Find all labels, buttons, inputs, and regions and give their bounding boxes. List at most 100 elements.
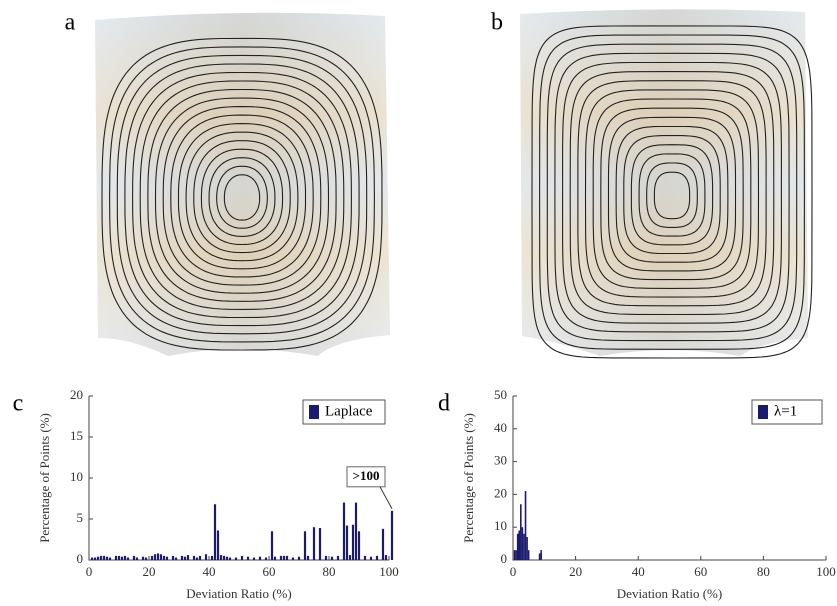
y-tick-label: 15 [70, 428, 83, 443]
contour [132, 71, 352, 319]
bar [228, 557, 232, 560]
bar [159, 554, 163, 560]
contour [600, 107, 744, 281]
x-tick-label: 40 [632, 564, 645, 579]
y-tick-label: 20 [494, 485, 507, 500]
bar [210, 555, 214, 560]
bar [186, 555, 190, 560]
panel-label: d [438, 391, 450, 417]
bar [180, 555, 184, 560]
contour [546, 43, 798, 342]
panel-label: c [13, 391, 24, 417]
contour [623, 135, 721, 255]
legend-label: λ=1 [774, 403, 797, 419]
contour [101, 37, 383, 351]
bar [524, 491, 527, 560]
y-tick-label: 10 [494, 518, 507, 533]
bar [213, 504, 217, 560]
contour [646, 162, 698, 228]
legend-label: Laplace [325, 403, 373, 419]
bar [324, 555, 328, 560]
bar [264, 557, 268, 560]
bar [240, 555, 244, 560]
bar [354, 502, 358, 560]
x-tick-label: 20 [143, 564, 156, 579]
legend-swatch [309, 405, 319, 419]
bar [384, 555, 388, 560]
bar [114, 555, 118, 560]
bar [171, 555, 175, 560]
bar [90, 557, 94, 560]
bar [518, 530, 521, 560]
bar [102, 555, 106, 560]
y-axis-label: Percentage of Points (%) [37, 413, 52, 543]
contour [569, 71, 775, 316]
bar [348, 555, 352, 560]
y-tick-label: 10 [70, 469, 83, 484]
x-tick-label: 60 [263, 564, 276, 579]
contour [653, 171, 691, 220]
bar [521, 527, 524, 560]
contour [208, 157, 276, 237]
bar [285, 555, 289, 560]
y-tick-label: 30 [494, 453, 507, 468]
bar [132, 555, 136, 560]
bar [381, 528, 385, 560]
contour [193, 140, 291, 254]
contour [531, 25, 813, 359]
bar [357, 531, 361, 560]
contour [154, 97, 330, 294]
bar [351, 524, 355, 560]
y-tick-label: 0 [77, 551, 84, 566]
bar [515, 550, 517, 560]
x-tick-label: 100 [816, 564, 836, 579]
bar [105, 556, 109, 560]
bar [390, 510, 394, 560]
contour [562, 61, 782, 324]
bar [279, 555, 283, 560]
bar [195, 557, 199, 560]
surface-shade [95, 12, 390, 357]
bar [527, 550, 530, 560]
x-tick-label: 40 [203, 564, 216, 579]
bar [183, 556, 187, 560]
contour [116, 54, 368, 335]
bar [252, 557, 256, 560]
x-tick-label: 0 [510, 564, 517, 579]
bar [198, 555, 202, 560]
bar [204, 554, 208, 560]
contour [615, 125, 729, 263]
bar [99, 555, 103, 560]
contour [109, 46, 375, 343]
bar [516, 533, 519, 560]
bar [345, 525, 349, 560]
bar [225, 556, 229, 560]
bar [153, 554, 157, 560]
contour [147, 88, 337, 302]
panel-label: a [65, 10, 76, 36]
bar [291, 557, 295, 560]
contour [577, 80, 767, 307]
y-tick-label: 0 [501, 551, 508, 566]
annotation: >100 [353, 468, 380, 483]
bar [96, 556, 100, 560]
contour [139, 80, 345, 310]
bar [306, 555, 310, 560]
contour [630, 144, 714, 246]
bar [219, 555, 223, 560]
bar [369, 556, 373, 560]
bar [192, 555, 196, 560]
bar [216, 530, 220, 560]
contour [170, 114, 314, 278]
bar [123, 555, 127, 560]
bar [135, 557, 139, 560]
bar [156, 553, 160, 560]
contour [162, 106, 322, 286]
x-tick-label: 60 [694, 564, 707, 579]
bar [174, 557, 178, 560]
bar [162, 555, 166, 560]
bar [270, 531, 274, 560]
bar [526, 537, 528, 560]
bar [93, 557, 97, 560]
